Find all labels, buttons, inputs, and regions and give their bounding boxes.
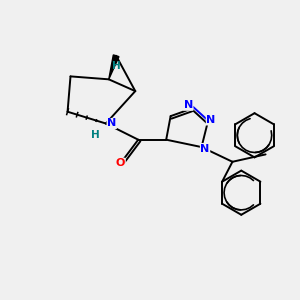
Text: N: N [206,115,216,125]
Text: N: N [184,100,193,110]
Text: H: H [112,61,121,71]
Polygon shape [109,55,119,79]
Text: H: H [91,130,100,140]
Text: N: N [107,118,116,128]
Text: N: N [200,143,210,154]
Text: O: O [116,158,125,168]
